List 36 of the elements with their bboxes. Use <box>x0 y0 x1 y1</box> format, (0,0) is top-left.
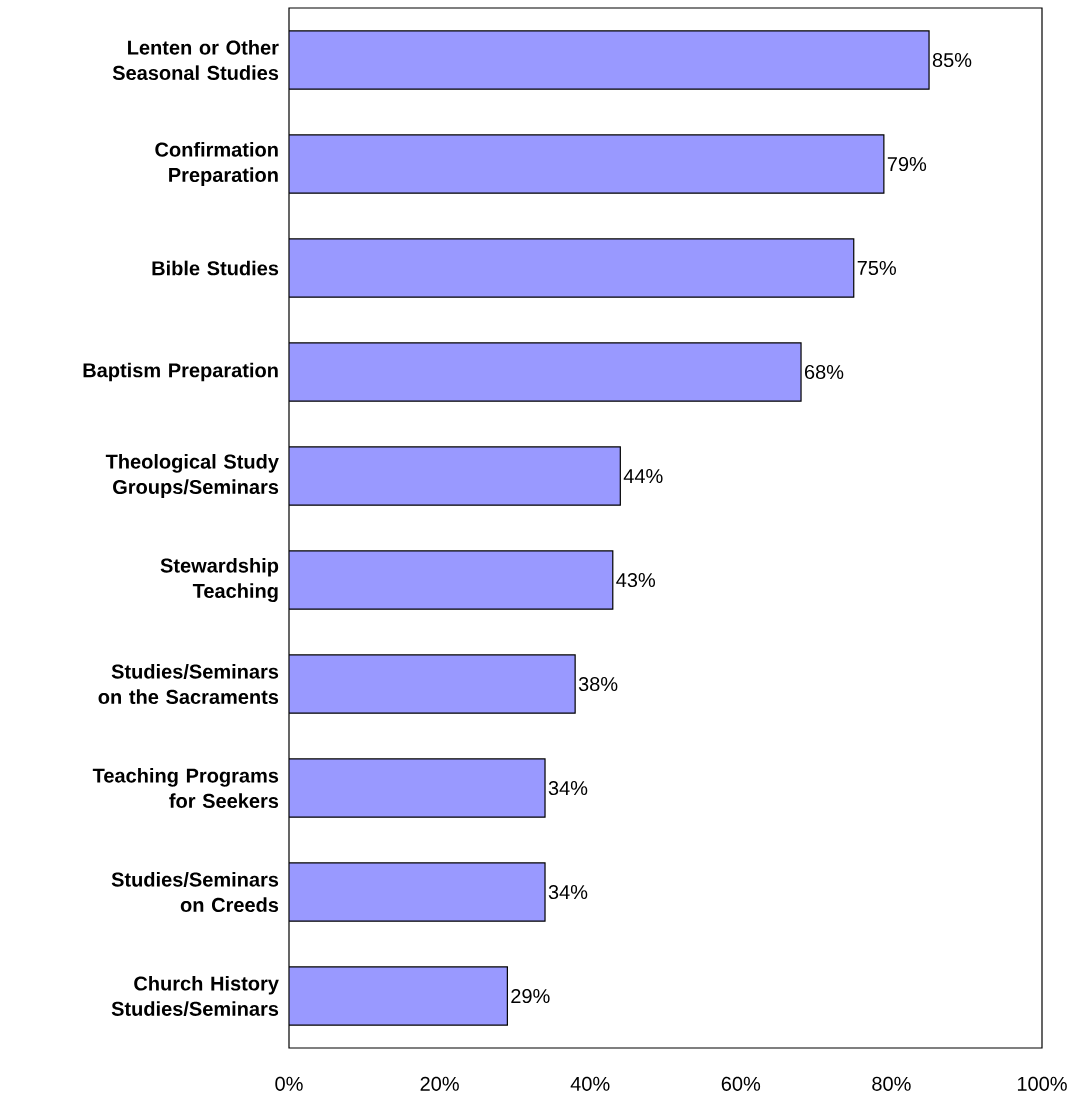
bar <box>289 134 885 194</box>
y-tick-label: Studies/Seminars on the Sacraments <box>98 664 279 705</box>
data-label: 75% <box>857 260 896 276</box>
bar <box>289 654 576 714</box>
data-label: 79% <box>887 156 927 172</box>
data-label: 68% <box>805 364 844 380</box>
bar <box>289 446 621 506</box>
x-tick-label: 40% <box>570 1076 610 1091</box>
x-tick-label: 60% <box>721 1076 761 1091</box>
data-label: 43% <box>616 572 656 588</box>
y-tick-label: Church History Studies/Seminars <box>111 975 279 1017</box>
bar <box>289 550 614 610</box>
bar <box>289 758 546 818</box>
data-label: 38% <box>578 676 618 692</box>
y-tick-label: Theological Study Groups/Seminars <box>105 454 279 498</box>
y-tick-label: Lenten or Other Seasonal Studies <box>112 40 279 81</box>
y-tick-label: Studies/Seminars on Creeds <box>111 872 279 913</box>
data-label: 44% <box>623 469 663 484</box>
y-tick-label: Baptism Preparation <box>83 362 278 382</box>
bar <box>289 862 546 922</box>
y-tick-label: Stewardship Teaching <box>160 557 279 603</box>
bar <box>289 238 855 298</box>
data-label: 34% <box>548 884 588 900</box>
y-tick-label: Bible Studies <box>152 260 279 276</box>
data-label: 34% <box>548 780 588 796</box>
bar <box>289 966 508 1026</box>
x-tick-label: 100% <box>1017 1076 1067 1091</box>
data-label: 85% <box>932 52 972 68</box>
x-tick-label: 80% <box>872 1076 911 1091</box>
x-tick-label: 0% <box>275 1076 303 1091</box>
y-tick-label: Teaching Programs for Seekers <box>92 768 279 809</box>
x-tick-label: 20% <box>420 1076 459 1091</box>
data-label: 29% <box>511 988 550 1004</box>
bar <box>289 30 930 90</box>
y-tick-label: Confirmation Preparation <box>155 142 278 186</box>
bar <box>289 342 802 402</box>
